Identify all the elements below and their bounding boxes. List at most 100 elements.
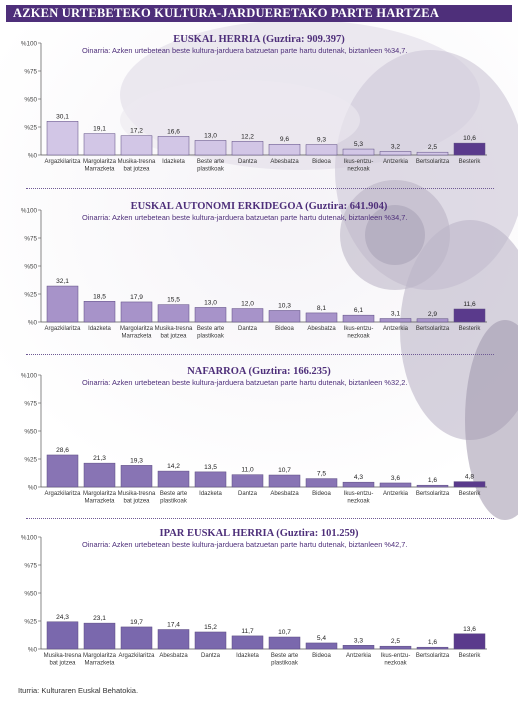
y-tick-label: %25 <box>24 618 37 625</box>
x-tick-label: plastikoak <box>197 334 225 340</box>
x-tick-label: Idazketa <box>236 653 259 659</box>
bar-value-label: 5,4 <box>317 635 326 642</box>
bar-value-label: 3,6 <box>391 475 400 482</box>
bar-value-label: 15,5 <box>167 297 180 304</box>
bar <box>46 621 79 650</box>
bar-value-label: 17,9 <box>130 294 143 301</box>
y-tick-label: %75 <box>24 400 37 407</box>
y-tick-label: %50 <box>24 96 37 103</box>
y-tick-label: %75 <box>24 235 37 242</box>
x-tick-label: nezkoak <box>347 499 370 505</box>
bar <box>157 629 190 650</box>
x-tick-label: plastikoak <box>271 661 299 667</box>
y-tick-label: %25 <box>24 124 37 131</box>
x-tick-label: Margolaritza <box>120 326 154 332</box>
bar <box>268 310 301 323</box>
y-tick-label: %25 <box>24 291 37 298</box>
bar <box>46 121 79 156</box>
bar <box>231 308 264 323</box>
bar-value-label: 11,6 <box>463 301 476 308</box>
x-tick-label: Dantza <box>238 491 258 497</box>
chart-subtitle: Oinarria: Azken urtebetean beste kultura… <box>82 46 408 55</box>
chart-title: EUSKAL AUTONOMI ERKIDEGOA (Guztira: 641.… <box>130 201 388 212</box>
x-tick-label: Antzerkia <box>346 653 372 659</box>
page-header: AZKEN URTEBETEKO KULTURA-JARDUERETAKO PA… <box>6 5 512 22</box>
x-tick-label: Bideoa <box>275 326 294 332</box>
bar <box>305 642 338 650</box>
bar <box>342 148 375 156</box>
x-tick-label: Dantza <box>238 159 258 165</box>
bar <box>268 636 301 650</box>
bar-value-label: 23,1 <box>93 615 106 622</box>
x-tick-label: Antzerkia <box>383 159 409 165</box>
y-tick-label: %100 <box>21 534 38 541</box>
bar <box>194 631 227 650</box>
x-tick-label: Musika-tresna <box>44 653 82 659</box>
page-title: AZKEN URTEBETEKO KULTURA-JARDUERETAKO PA… <box>13 6 440 20</box>
x-tick-label: Beste arte <box>197 159 225 165</box>
chart-plot: %100 %75 %50 %25 %0 24,3 Musika-tresna bat jotz… <box>21 534 487 667</box>
x-tick-label: Argazkilaritza <box>44 491 81 497</box>
x-tick-label: Besterik <box>459 159 482 165</box>
bar-value-label: 19,7 <box>130 619 143 626</box>
bar <box>453 308 486 323</box>
bar-value-label: 14,2 <box>167 463 180 470</box>
x-tick-label: Argazkilaritza <box>44 326 81 332</box>
x-tick-label: Abesbatza <box>159 653 188 659</box>
bar <box>46 285 79 323</box>
bar <box>194 307 227 323</box>
bar <box>157 470 190 488</box>
x-tick-label: Musika-tresna <box>155 326 193 332</box>
x-tick-label: nezkoak <box>347 167 370 173</box>
x-tick-label: Antzerkia <box>383 491 409 497</box>
x-tick-label: Dantza <box>201 653 221 659</box>
y-tick-label: %25 <box>24 456 37 463</box>
x-tick-label: bat jotzea <box>160 334 187 340</box>
bar-value-label: 32,1 <box>56 278 69 285</box>
bar <box>305 312 338 323</box>
bar-value-label: 13,0 <box>204 132 217 139</box>
x-tick-label: Bideoa <box>312 653 331 659</box>
bar <box>342 314 375 323</box>
x-tick-label: Bideoa <box>312 159 331 165</box>
bar <box>268 143 301 156</box>
bar-value-label: 7,5 <box>317 471 326 478</box>
x-tick-label: Margolaritza <box>83 491 117 497</box>
y-tick-label: %50 <box>24 263 37 270</box>
chart-title: NAFARROA (Guztira: 166.235) <box>187 366 331 377</box>
bar <box>194 140 227 156</box>
x-tick-label: plastikoak <box>160 499 188 505</box>
x-tick-label: Musika-tresna <box>118 159 156 165</box>
bar-value-label: 1,6 <box>428 477 437 484</box>
bar-value-label: 2,5 <box>391 638 400 645</box>
bar <box>416 151 449 156</box>
bar <box>453 481 486 488</box>
bar-value-label: 6,1 <box>354 307 363 314</box>
bar <box>305 144 338 156</box>
bar-value-label: 1,6 <box>428 639 437 646</box>
y-tick-label: %100 <box>21 40 38 47</box>
bar-value-label: 19,3 <box>130 457 143 464</box>
chart-title: IPAR EUSKAL HERRIA (Guztira: 101.259) <box>159 528 359 539</box>
x-tick-label: Bertsolaritza <box>416 653 450 659</box>
bar <box>342 645 375 650</box>
bar <box>379 482 412 488</box>
bar-value-label: 4,8 <box>465 474 474 481</box>
panel-divider <box>26 518 494 519</box>
bar-value-label: 3,3 <box>354 637 363 644</box>
bar-value-label: 30,1 <box>56 113 69 120</box>
x-tick-label: Ikus-entzu- <box>344 491 374 497</box>
chart-subtitle: Oinarria: Azken urtebetean beste kultura… <box>82 540 408 549</box>
bar <box>231 141 264 156</box>
x-tick-label: Idazketa <box>88 326 111 332</box>
x-tick-label: Besterik <box>459 326 482 332</box>
bar <box>342 481 375 488</box>
x-tick-label: Margolaritza <box>83 159 117 165</box>
x-tick-label: Antzerkia <box>383 326 409 332</box>
source-note: Iturria: Kulturaren Euskal Behatokia. <box>18 686 139 695</box>
bar <box>83 462 116 488</box>
x-tick-label: Argazkilaritza <box>118 653 155 659</box>
x-tick-label: bat jotzea <box>123 499 150 505</box>
x-tick-label: Beste arte <box>160 491 188 497</box>
bar <box>194 471 227 488</box>
